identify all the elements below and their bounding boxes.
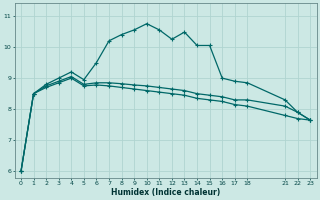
X-axis label: Humidex (Indice chaleur): Humidex (Indice chaleur) <box>111 188 220 197</box>
